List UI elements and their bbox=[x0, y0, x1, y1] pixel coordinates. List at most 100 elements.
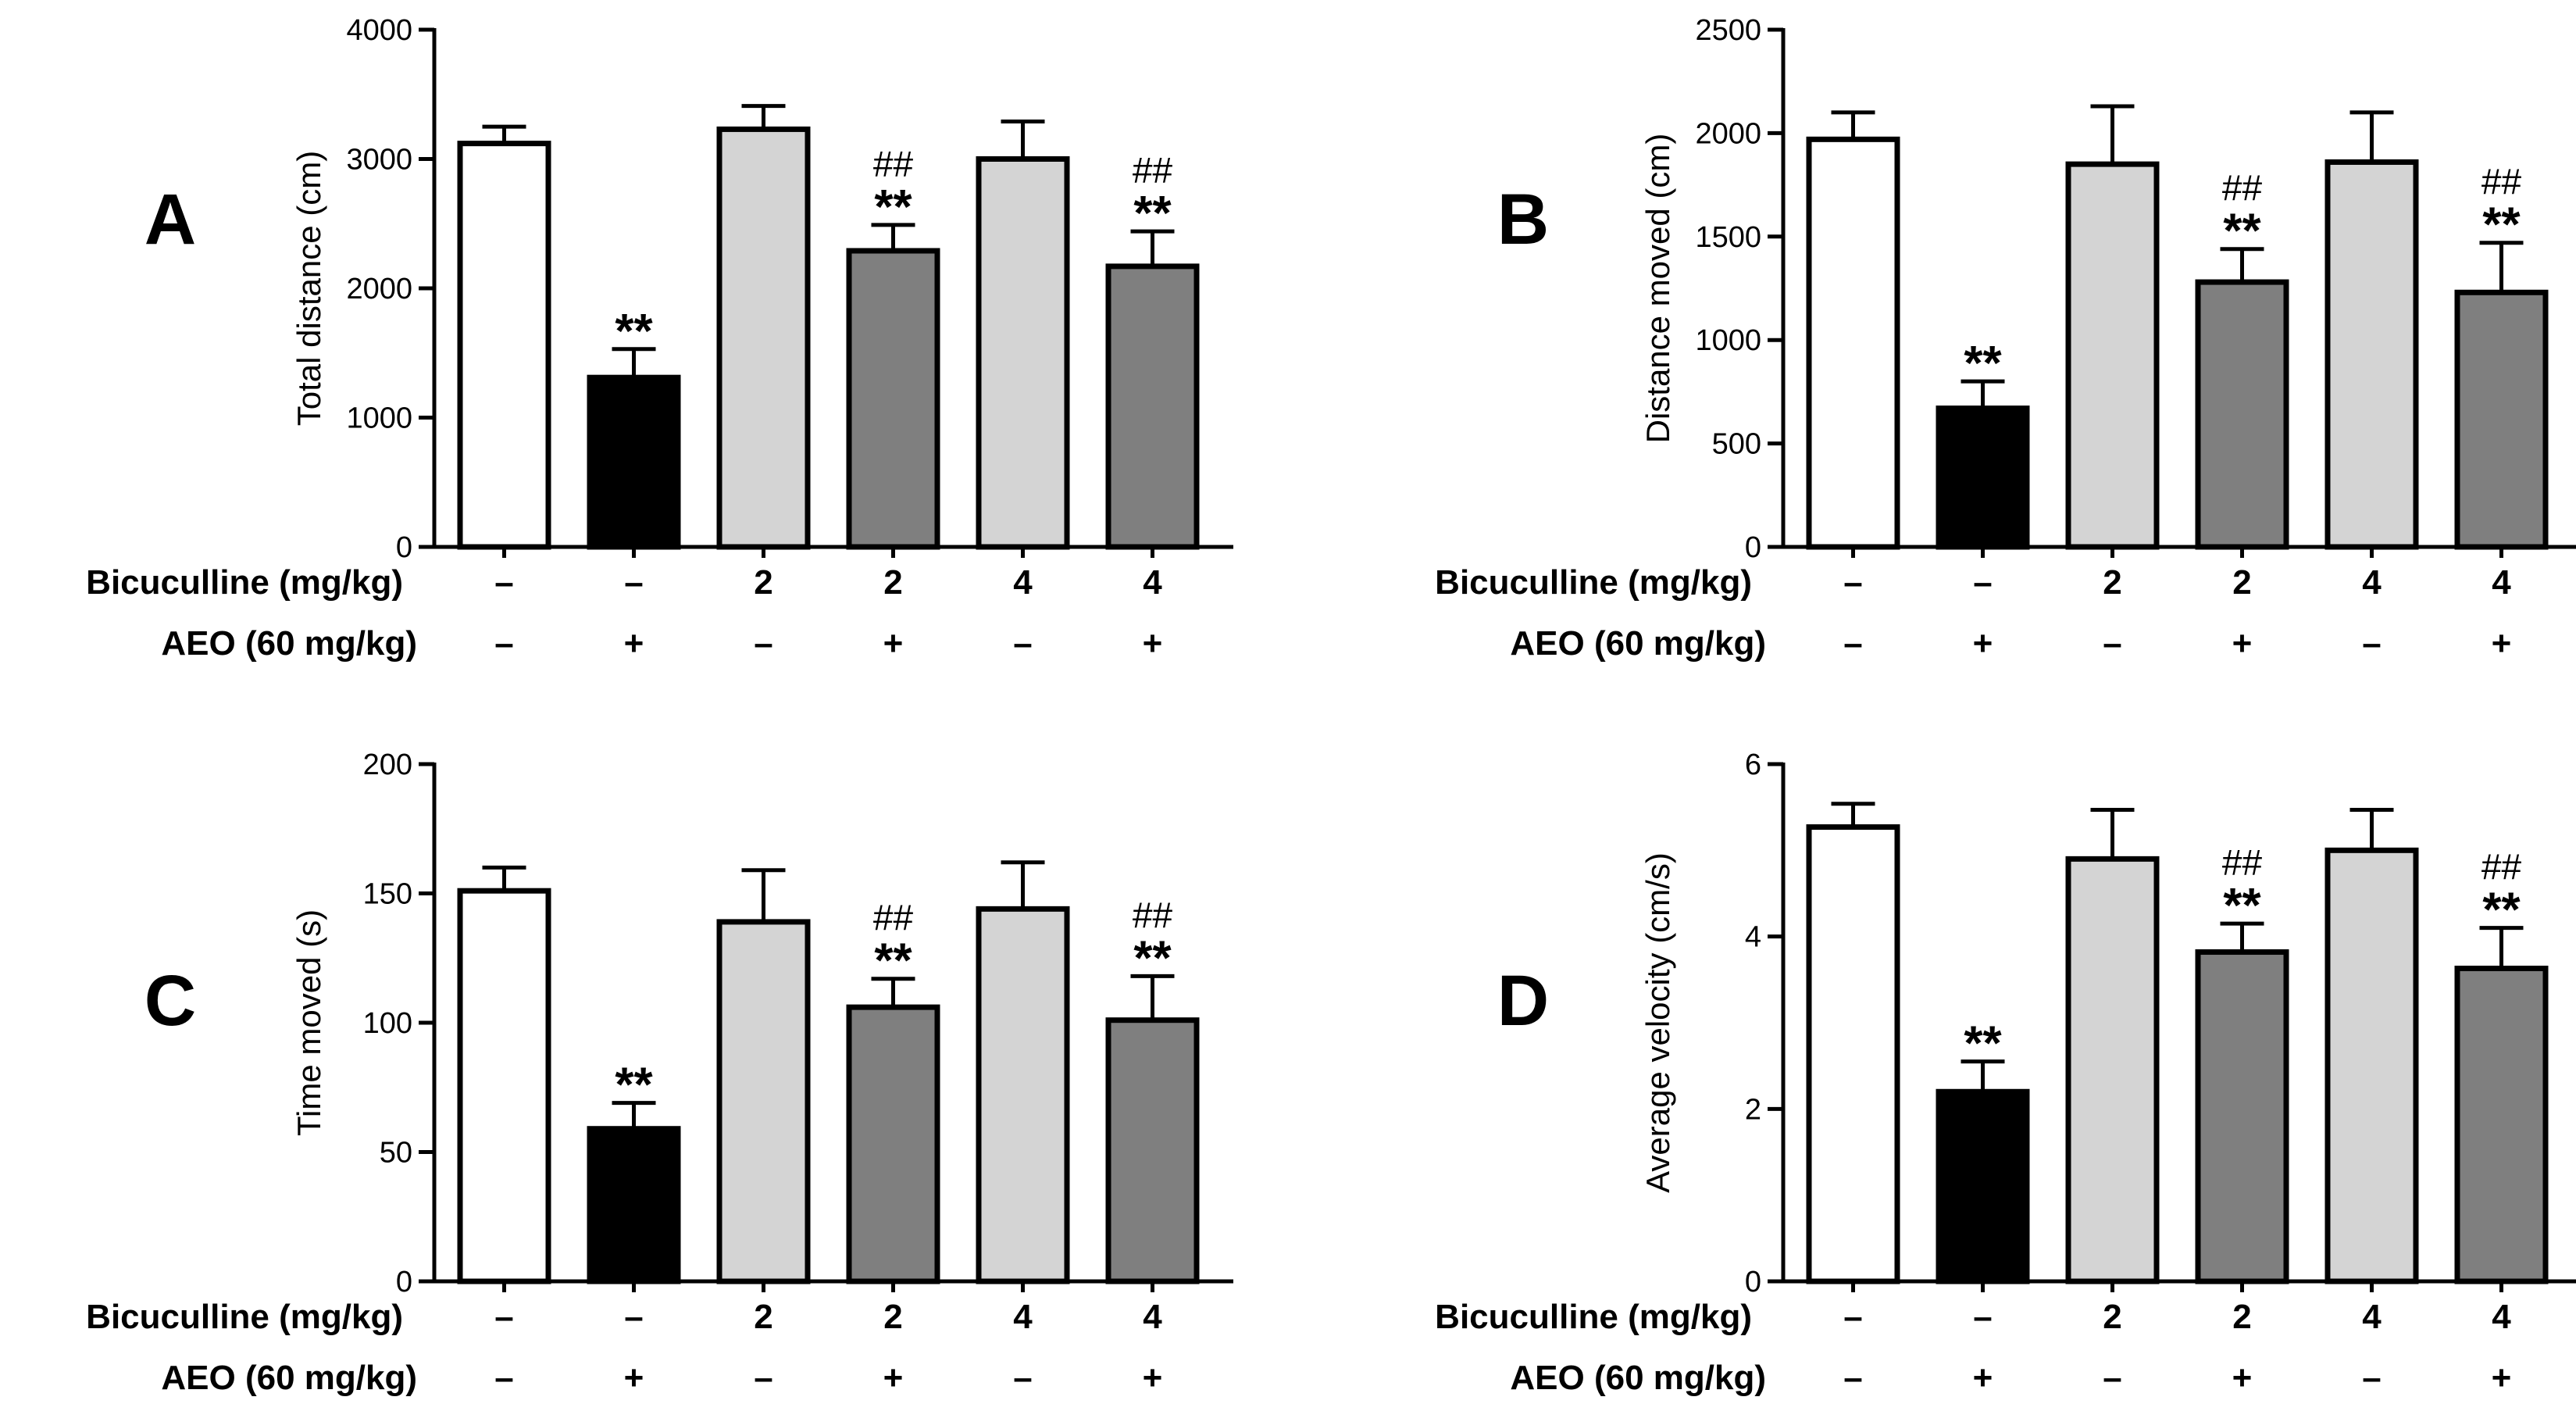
panel-letter: A bbox=[144, 180, 196, 259]
aeo-dose: – bbox=[2103, 624, 2121, 663]
row-label-bicuculline: Bicuculline (mg/kg) bbox=[1435, 1298, 1752, 1336]
bicuculline-dose: 4 bbox=[1143, 1298, 1162, 1336]
bar bbox=[1806, 824, 1900, 1284]
bar bbox=[2324, 847, 2419, 1284]
bicuculline-dose: 2 bbox=[2103, 563, 2121, 602]
bicuculline-dose: 2 bbox=[883, 1298, 902, 1336]
y-tick-label: 0 bbox=[396, 1266, 412, 1299]
y-tick-label: 4 bbox=[1745, 921, 1761, 954]
aeo-dose: + bbox=[883, 1359, 904, 1397]
y-tick-label: 6 bbox=[1745, 748, 1761, 781]
bicuculline-dose: – bbox=[1843, 1298, 1862, 1336]
bar bbox=[2454, 965, 2549, 1284]
significance-stars: ** bbox=[874, 934, 912, 988]
y-tick-label: 2500 bbox=[1695, 14, 1761, 47]
bicuculline-dose: – bbox=[624, 563, 643, 602]
y-tick-label: 4000 bbox=[346, 14, 412, 47]
aeo-dose: – bbox=[2362, 624, 2381, 663]
bar bbox=[976, 906, 1070, 1284]
bicuculline-dose: 4 bbox=[2492, 1298, 2511, 1336]
bicuculline-dose: 4 bbox=[2362, 563, 2382, 602]
bicuculline-dose: 2 bbox=[754, 1298, 772, 1336]
significance-hashes: ## bbox=[2222, 842, 2263, 883]
significance-stars: ** bbox=[1964, 1017, 2002, 1071]
significance-stars: ** bbox=[1964, 337, 2002, 391]
y-tick-label: 0 bbox=[1745, 531, 1761, 564]
y-axis-label: Time moved (s) bbox=[291, 909, 327, 1136]
bicuculline-dose: 4 bbox=[1013, 1298, 1033, 1336]
bicuculline-dose: 4 bbox=[2362, 1298, 2382, 1336]
y-tick-label: 150 bbox=[363, 878, 412, 911]
bar bbox=[2454, 289, 2549, 550]
significance-stars: ** bbox=[615, 305, 653, 359]
aeo-dose: – bbox=[1013, 624, 1032, 663]
aeo-dose: – bbox=[494, 1359, 513, 1397]
row-label-aeo: AEO (60 mg/kg) bbox=[1510, 1359, 1766, 1397]
aeo-dose: + bbox=[2232, 1359, 2253, 1397]
y-tick-label: 200 bbox=[363, 748, 412, 781]
row-label-bicuculline: Bicuculline (mg/kg) bbox=[1435, 563, 1752, 602]
significance-stars: ** bbox=[2482, 198, 2521, 252]
aeo-dose: – bbox=[2362, 1359, 2381, 1397]
aeo-dose: + bbox=[1973, 1359, 1993, 1397]
panel-a: A 0 1000 2000 3000 4000 Total distance (cm) ** *… bbox=[86, 14, 1233, 663]
bar bbox=[2324, 159, 2419, 550]
bicuculline-dose: 2 bbox=[754, 563, 772, 602]
aeo-dose: – bbox=[754, 1359, 772, 1397]
aeo-dose: + bbox=[624, 624, 644, 663]
aeo-dose: + bbox=[1143, 624, 1163, 663]
aeo-dose: + bbox=[2492, 624, 2512, 663]
significance-hashes: ## bbox=[2481, 847, 2522, 888]
bar bbox=[846, 1004, 940, 1284]
significance-stars: ** bbox=[2482, 884, 2521, 938]
bicuculline-dose: 2 bbox=[2103, 1298, 2121, 1336]
significance-hashes: ## bbox=[2222, 168, 2263, 209]
aeo-dose: + bbox=[2492, 1359, 2512, 1397]
significance-hashes: ## bbox=[2481, 162, 2522, 202]
bar bbox=[716, 919, 811, 1284]
bar bbox=[976, 156, 1070, 550]
y-tick-label: 100 bbox=[363, 1007, 412, 1040]
y-tick-label: 2000 bbox=[1695, 117, 1761, 150]
bar bbox=[1105, 263, 1200, 550]
bar bbox=[457, 888, 551, 1284]
row-label-aeo: AEO (60 mg/kg) bbox=[161, 624, 417, 663]
bar bbox=[846, 248, 940, 550]
aeo-dose: + bbox=[624, 1359, 644, 1397]
bicuculline-dose: – bbox=[494, 1298, 513, 1336]
panel-letter: D bbox=[1497, 961, 1549, 1041]
significance-stars: ** bbox=[1133, 187, 1172, 241]
bar bbox=[1806, 136, 1900, 550]
significance-hashes: ## bbox=[1133, 150, 1173, 191]
bar bbox=[1936, 1088, 2030, 1284]
bar bbox=[1936, 405, 2030, 550]
bicuculline-dose: 4 bbox=[1143, 563, 1162, 602]
y-axis-label: Distance moved (cm) bbox=[1639, 134, 1676, 444]
bicuculline-dose: 4 bbox=[1013, 563, 1033, 602]
bicuculline-dose: – bbox=[1843, 563, 1862, 602]
bicuculline-dose: – bbox=[494, 563, 513, 602]
y-tick-label: 500 bbox=[1712, 428, 1761, 461]
aeo-dose: – bbox=[754, 624, 772, 663]
aeo-dose: – bbox=[1843, 624, 1862, 663]
row-label-bicuculline: Bicuculline (mg/kg) bbox=[86, 563, 403, 602]
aeo-dose: + bbox=[1973, 624, 1993, 663]
aeo-dose: – bbox=[1013, 1359, 1032, 1397]
significance-stars: ** bbox=[2223, 205, 2261, 259]
bar bbox=[2195, 949, 2289, 1284]
panel-b: B 0 500 1000 1500 2000 2500 Distance moved (cm)… bbox=[1435, 14, 2576, 663]
significance-stars: ** bbox=[874, 180, 912, 234]
bicuculline-dose: – bbox=[1973, 1298, 1992, 1336]
significance-hashes: ## bbox=[873, 898, 914, 938]
bicuculline-dose: 2 bbox=[2232, 1298, 2251, 1336]
y-tick-label: 3000 bbox=[346, 144, 412, 177]
bicuculline-dose: 2 bbox=[2232, 563, 2251, 602]
row-label-bicuculline: Bicuculline (mg/kg) bbox=[86, 1298, 403, 1336]
bicuculline-dose: – bbox=[624, 1298, 643, 1336]
y-tick-label: 2 bbox=[1745, 1093, 1761, 1126]
bar bbox=[716, 126, 811, 550]
bar bbox=[1105, 1017, 1200, 1284]
bar bbox=[457, 141, 551, 550]
